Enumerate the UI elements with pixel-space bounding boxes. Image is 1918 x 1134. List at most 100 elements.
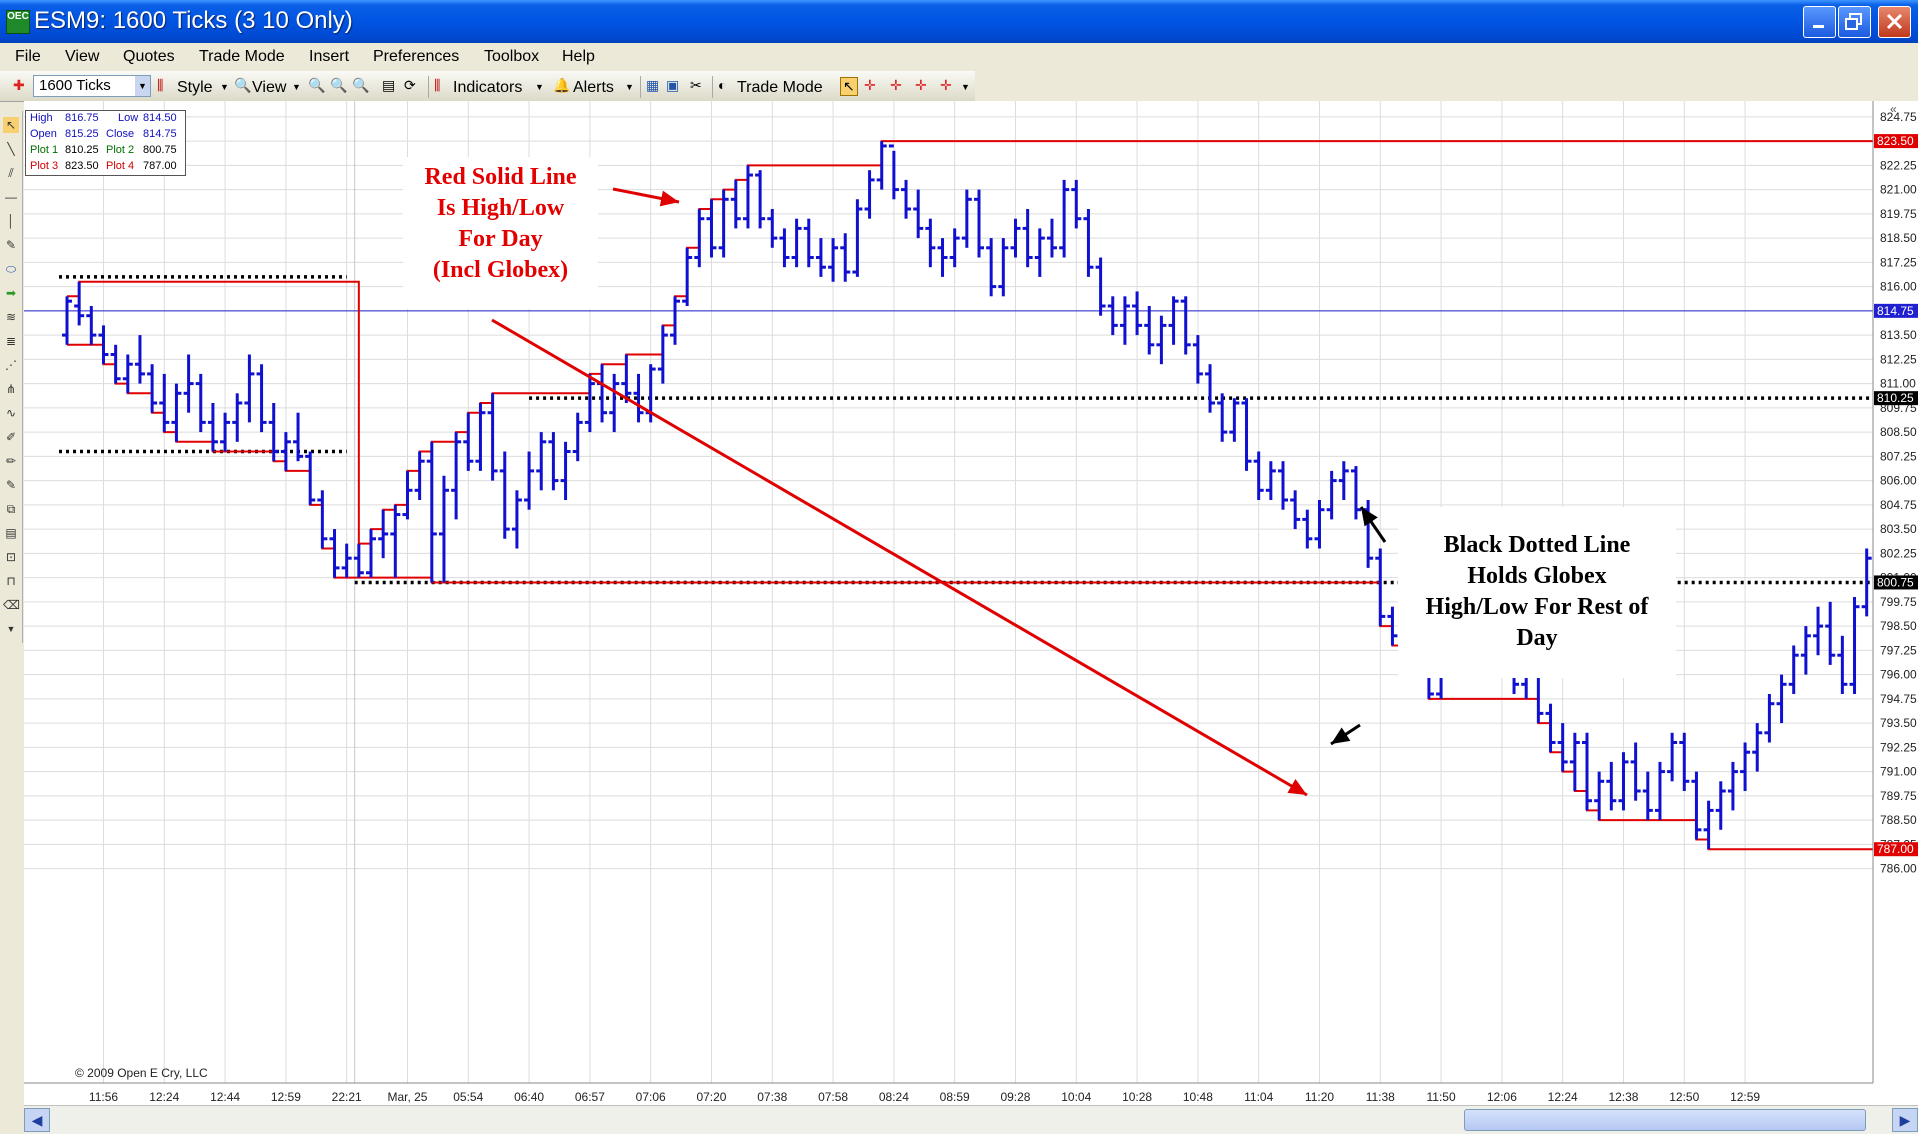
trendline-icon[interactable]: ╲ (7, 142, 15, 156)
paste-icon[interactable]: ▤ (5, 526, 17, 540)
chevron-down-icon[interactable]: ▼ (961, 82, 970, 92)
price-bar (122, 354, 133, 394)
alerts-menu[interactable]: Alerts (573, 79, 614, 96)
minimize-button[interactable] (1803, 6, 1836, 38)
horizontal-scrollbar[interactable]: ◀ ▶ (24, 1105, 1918, 1134)
indicators-menu[interactable]: Indicators (453, 79, 523, 96)
price-bar (998, 238, 1009, 297)
interval-select[interactable]: 1600 Ticks ▼ (33, 75, 151, 97)
price-bar (1557, 723, 1568, 772)
restore-button[interactable] (1838, 6, 1871, 38)
copy-icon[interactable]: ⧉ (6, 502, 16, 516)
price-tick-label: 804.75 (1880, 498, 1917, 512)
menu-preferences[interactable]: Preferences (373, 48, 460, 65)
scroll-right-button[interactable]: ▶ (1892, 1108, 1918, 1132)
price-bar (499, 451, 510, 539)
price-bar (1156, 315, 1167, 365)
price-tick-label: 788.50 (1880, 813, 1917, 827)
marker-icon[interactable]: ✏ (5, 454, 17, 468)
scroll-thumb[interactable] (1464, 1109, 1866, 1131)
channel-icon[interactable]: ⫽ (8, 166, 14, 180)
text-icon[interactable]: ✎ (5, 238, 17, 252)
time-tick-label: 12:50 (1669, 1090, 1699, 1104)
price-tag: 823.50 (1874, 134, 1918, 149)
lock-icon[interactable]: ⊡ (5, 550, 17, 564)
highlighter-icon[interactable]: ✎ (5, 478, 17, 492)
price-bar (1253, 451, 1264, 500)
cycle-icon[interactable]: ∿ (5, 406, 17, 420)
price-bar (475, 403, 486, 471)
vertical-line-icon[interactable]: │ (7, 214, 15, 228)
arrow-right-icon[interactable]: ➡ (5, 286, 17, 300)
menu-file[interactable]: File (15, 48, 41, 65)
plot2-label: Plot 2 (106, 144, 135, 156)
crosshair-icon[interactable]: ✛ (940, 77, 952, 93)
zoom-select-icon[interactable]: 🔍 (352, 77, 370, 93)
crosshair-icon[interactable]: ✚ (13, 77, 25, 93)
view-menu[interactable]: View (252, 79, 287, 96)
chevron-down-icon[interactable]: ▼ (6, 624, 16, 634)
pointer-icon[interactable]: ↖ (3, 117, 19, 133)
pointer-icon[interactable]: ↖ (840, 77, 858, 96)
price-bar (1727, 761, 1738, 811)
price-bar (1654, 761, 1665, 821)
magnet-icon[interactable]: ⊓ (6, 574, 16, 588)
price-bar (815, 238, 826, 277)
pitchfork-icon[interactable]: ⋔ (5, 382, 17, 396)
refresh-icon[interactable]: ⟳ (404, 77, 416, 93)
zoom-out-icon[interactable]: 🔍 (330, 77, 348, 93)
price-bar (767, 209, 778, 248)
chevron-down-icon: ▼ (535, 82, 544, 92)
price-tag: 810.25 (1874, 391, 1918, 406)
menu-toolbox[interactable]: Toolbox (484, 48, 540, 65)
close-button[interactable] (1878, 6, 1911, 38)
time-tick-label: 11:20 (1305, 1090, 1334, 1104)
crosshair-icon[interactable]: ✛ (915, 77, 927, 93)
day-high-line (67, 140, 1918, 545)
fibonacci-icon[interactable]: ≣ (5, 334, 17, 348)
style-menu[interactable]: Style (177, 79, 213, 96)
gann-icon[interactable]: ⋰ (5, 358, 17, 372)
toolbar-separator (712, 76, 713, 98)
data-window-icon[interactable]: ▤ (382, 77, 396, 93)
price-tick-label: 798.50 (1880, 619, 1917, 633)
scroll-left-button[interactable]: ◀ (24, 1108, 50, 1132)
annotation-line: Is High/Low (436, 195, 565, 221)
properties-icon[interactable]: ▦ (646, 77, 660, 93)
price-tick-label: 797.25 (1880, 643, 1917, 657)
template-icon[interactable]: ▣ (666, 77, 680, 93)
trade-mode-button[interactable]: Trade Mode (737, 79, 823, 96)
chevron-down-icon: ▼ (292, 82, 301, 92)
chevron-down-icon: ▼ (625, 82, 634, 92)
price-tag-label: 823.50 (1877, 134, 1914, 148)
crosshair-icon[interactable]: ✛ (864, 77, 876, 93)
price-bar (974, 189, 984, 258)
menu-view[interactable]: View (65, 48, 100, 65)
price-bar (1302, 509, 1313, 549)
price-tag-label: 800.75 (1877, 575, 1914, 589)
toolbar-separator (428, 76, 429, 98)
menu-quotes[interactable]: Quotes (123, 48, 175, 65)
time-tick-label: 10:48 (1183, 1090, 1213, 1104)
menu-trade-mode[interactable]: Trade Mode (199, 48, 285, 65)
crosshair-icon[interactable]: ✛ (890, 77, 902, 93)
eraser-icon[interactable]: ⌫ (3, 598, 20, 612)
price-bar (621, 354, 632, 403)
horizontal-line-icon[interactable]: — (5, 190, 17, 204)
collapse-icon[interactable]: « (1890, 102, 1897, 116)
plot2-value: 800.75 (143, 144, 177, 156)
price-tick-label: 807.25 (1880, 449, 1917, 463)
price-bar (147, 364, 158, 413)
annotation-arrows (491, 187, 1387, 797)
fan-icon[interactable]: ≋ (5, 310, 17, 324)
menu-insert[interactable]: Insert (309, 48, 350, 65)
ellipse-icon[interactable]: ⬭ (5, 262, 17, 276)
time-tick-label: Mar, 25 (387, 1090, 427, 1104)
brush-icon[interactable]: ✐ (5, 430, 17, 444)
restore-icon (1845, 13, 1862, 30)
price-tag-bg (1874, 842, 1918, 857)
plot1-label: Plot 1 (30, 144, 59, 156)
tools-icon[interactable]: ✂ (690, 77, 702, 93)
menu-help[interactable]: Help (562, 48, 595, 65)
zoom-in-icon[interactable]: 🔍 (308, 77, 326, 93)
